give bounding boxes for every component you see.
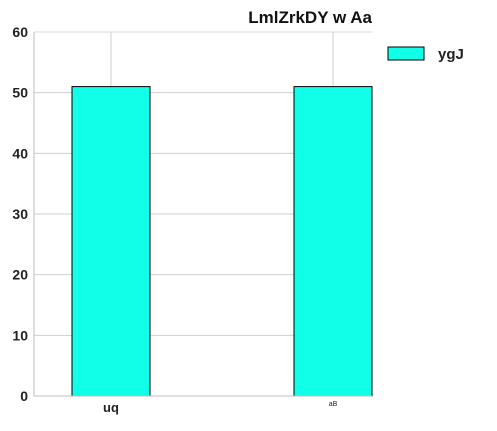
y-tick-label-30: 30 bbox=[12, 206, 28, 222]
x-tick-label-uq: uq bbox=[103, 400, 119, 415]
y-tick-label-0: 0 bbox=[20, 388, 28, 404]
legend: ygJ bbox=[387, 46, 464, 63]
y-tick-labels: 0 10 20 30 40 50 60 bbox=[12, 24, 28, 404]
axes bbox=[33, 31, 372, 397]
chart-title: LmlZrkDY w Aa bbox=[248, 8, 372, 27]
y-tick-label-60: 60 bbox=[12, 24, 28, 40]
bar-uq bbox=[71, 86, 151, 397]
y-tick-label-10: 10 bbox=[12, 327, 28, 343]
y-tick-label-20: 20 bbox=[12, 267, 28, 283]
y-tick-label-50: 50 bbox=[12, 85, 28, 101]
x-tick-label-ab: aB bbox=[329, 401, 338, 408]
bar-ab bbox=[293, 86, 373, 397]
x-tick-labels: uq aB bbox=[103, 400, 338, 415]
legend-swatch-ygj bbox=[387, 46, 425, 61]
legend-label-ygj: ygJ bbox=[438, 46, 464, 63]
y-tick-label-40: 40 bbox=[12, 145, 28, 161]
bars bbox=[71, 86, 373, 397]
